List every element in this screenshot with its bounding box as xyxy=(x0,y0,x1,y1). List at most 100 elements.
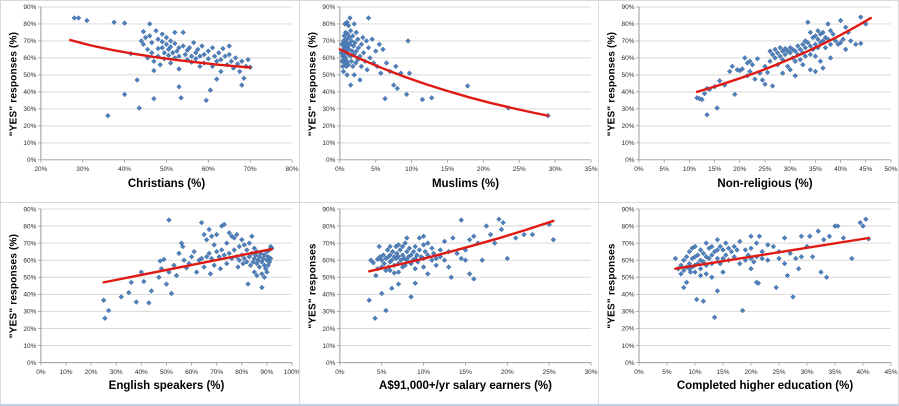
data-point xyxy=(807,51,814,58)
y-tick-label: 30% xyxy=(23,308,36,315)
data-point xyxy=(346,34,352,41)
data-point xyxy=(500,219,506,225)
data-point xyxy=(827,55,834,61)
data-point xyxy=(105,112,111,119)
data-point xyxy=(807,43,814,49)
data-point xyxy=(425,239,431,246)
data-point xyxy=(188,53,195,59)
y-axis-title: "YES" responses xyxy=(606,242,618,329)
y-tick-label: 0% xyxy=(326,157,336,164)
data-point xyxy=(241,75,247,82)
data-point xyxy=(729,63,735,70)
data-point xyxy=(701,90,708,97)
data-point xyxy=(231,234,238,241)
data-point xyxy=(226,250,232,256)
data-point xyxy=(203,236,210,242)
data-point xyxy=(686,248,693,254)
y-tick-label: 80% xyxy=(621,223,634,230)
x-tick-label: 30% xyxy=(549,166,562,173)
y-axis-title: "YES" responses (%) xyxy=(606,31,618,137)
data-point xyxy=(471,275,477,282)
x-tick-label: 30% xyxy=(784,166,797,173)
data-point xyxy=(159,44,166,51)
x-tick-label: 40% xyxy=(856,369,869,376)
data-point xyxy=(681,267,687,273)
data-point xyxy=(441,238,448,244)
data-point xyxy=(193,268,200,275)
data-point xyxy=(683,279,690,285)
data-point xyxy=(100,297,107,303)
data-point xyxy=(111,19,117,25)
data-point xyxy=(454,250,460,256)
data-point xyxy=(728,248,735,254)
data-point xyxy=(389,256,395,263)
data-point xyxy=(840,36,846,42)
data-point xyxy=(479,256,485,263)
data-point xyxy=(723,239,729,246)
data-point xyxy=(75,15,82,21)
data-point xyxy=(704,112,710,118)
data-point xyxy=(832,38,839,44)
y-tick-label: 50% xyxy=(23,72,36,79)
y-tick-label: 50% xyxy=(322,274,335,281)
data-point xyxy=(141,278,147,284)
data-point xyxy=(784,272,791,278)
data-point xyxy=(213,231,220,237)
data-point xyxy=(211,262,217,268)
x-tick-label: 30% xyxy=(76,166,89,173)
data-point xyxy=(815,36,821,42)
data-point xyxy=(739,66,746,72)
data-point xyxy=(765,241,771,248)
y-tick-label: 90% xyxy=(322,4,335,11)
data-point xyxy=(714,236,721,242)
data-point xyxy=(259,284,265,290)
y-tick-label: 80% xyxy=(322,223,335,230)
data-point xyxy=(134,77,140,83)
data-point xyxy=(820,65,826,71)
data-point xyxy=(747,58,753,65)
data-point xyxy=(759,77,766,83)
data-point xyxy=(363,38,370,44)
data-point xyxy=(798,233,805,239)
data-point xyxy=(365,44,372,51)
data-point xyxy=(383,267,389,273)
data-point xyxy=(487,231,494,237)
data-point xyxy=(223,260,230,266)
data-point xyxy=(815,227,821,234)
x-tick-label: 35% xyxy=(809,166,822,173)
data-point xyxy=(383,60,390,66)
data-point xyxy=(687,268,694,275)
data-point xyxy=(265,253,271,260)
y-tick-label: 50% xyxy=(23,274,36,281)
data-point xyxy=(414,251,420,258)
data-point xyxy=(176,53,182,59)
y-tick-label: 90% xyxy=(621,206,634,213)
data-point xyxy=(153,28,159,34)
y-axis-title: "YES" responses (%) xyxy=(8,31,20,137)
y-tick-label: 40% xyxy=(23,89,36,96)
data-point xyxy=(420,263,427,270)
data-point xyxy=(180,29,186,36)
data-point xyxy=(734,246,740,253)
data-point xyxy=(720,268,726,275)
data-point xyxy=(395,268,402,275)
data-point xyxy=(239,236,245,242)
x-tick-label: 25% xyxy=(758,166,771,173)
data-point xyxy=(695,251,701,258)
data-point xyxy=(205,56,212,62)
data-point xyxy=(380,251,387,258)
data-point xyxy=(176,250,182,256)
data-point xyxy=(496,215,502,222)
data-point xyxy=(376,243,382,249)
data-point xyxy=(703,270,709,277)
data-point xyxy=(180,43,186,49)
y-tick-label: 0% xyxy=(625,359,635,366)
data-point xyxy=(777,53,783,59)
data-point xyxy=(381,260,387,266)
data-point xyxy=(483,222,490,229)
data-point xyxy=(820,29,826,36)
data-point xyxy=(777,44,783,51)
data-point xyxy=(347,82,354,88)
data-point xyxy=(805,19,811,25)
